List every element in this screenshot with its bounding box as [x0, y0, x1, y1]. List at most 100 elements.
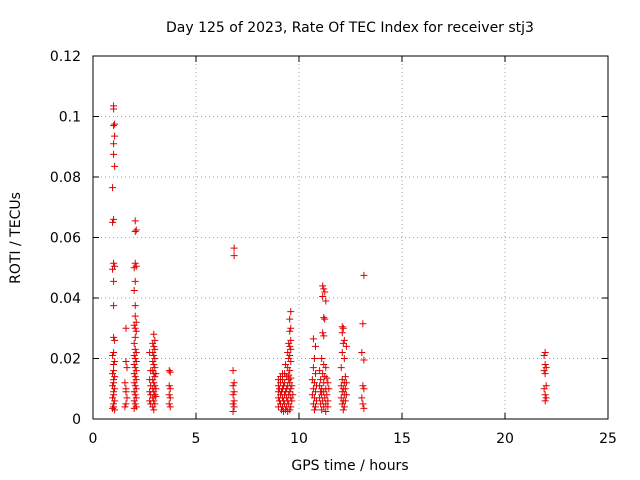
data-point	[287, 394, 295, 402]
data-point	[111, 162, 119, 170]
data-point	[130, 339, 138, 347]
data-point	[311, 342, 319, 350]
data-point	[131, 324, 139, 332]
data-point	[230, 388, 238, 396]
x-tick-label: 0	[89, 431, 98, 447]
data-point	[321, 315, 329, 323]
data-point	[149, 358, 157, 366]
data-point	[285, 339, 293, 347]
data-point	[342, 342, 350, 350]
data-point	[131, 302, 139, 310]
data-point	[110, 122, 118, 130]
data-point	[111, 336, 119, 344]
data-point	[319, 329, 327, 337]
data-point	[149, 339, 157, 347]
data-point	[360, 271, 368, 279]
data-point	[230, 252, 238, 260]
data-point	[150, 361, 158, 369]
data-point	[149, 403, 157, 411]
data-point	[149, 376, 157, 384]
data-point	[285, 376, 293, 384]
data-point	[121, 379, 129, 387]
data-point	[541, 370, 549, 378]
data-point	[309, 364, 317, 372]
data-point	[318, 406, 326, 414]
data-point	[123, 364, 131, 372]
data-point	[110, 140, 118, 148]
data-point	[111, 132, 119, 140]
data-point	[110, 348, 118, 356]
data-point	[358, 394, 366, 402]
x-tick-label: 10	[290, 431, 308, 447]
data-point	[166, 394, 174, 402]
data-point	[230, 397, 238, 405]
data-point	[339, 406, 347, 414]
data-point	[110, 259, 118, 267]
data-point	[122, 388, 130, 396]
axis-ticks: 0 5 10 15 20 25 0 0.02 0.04 0.06 0.08 0.1 0.12	[50, 49, 617, 447]
data-point	[131, 333, 139, 341]
y-axis-label: ROTI / TECUs	[8, 192, 24, 284]
data-point	[287, 385, 295, 393]
data-point	[324, 379, 332, 387]
data-point	[342, 379, 350, 387]
x-tick-label: 5	[192, 431, 201, 447]
data-point	[131, 259, 139, 267]
data-point	[313, 397, 321, 405]
data-point	[338, 348, 346, 356]
data-point	[319, 292, 327, 300]
data-point	[150, 379, 158, 387]
data-point	[286, 388, 294, 396]
data-point	[359, 382, 367, 390]
data-point	[230, 244, 238, 252]
y-tick-label: 0.12	[50, 49, 81, 65]
data-point	[310, 406, 318, 414]
data-point	[111, 120, 119, 128]
data-point	[132, 226, 140, 234]
data-point	[150, 406, 158, 414]
data-point	[339, 324, 347, 332]
data-point	[150, 342, 158, 350]
data-point	[541, 361, 549, 369]
data-point	[310, 355, 318, 362]
y-tick-label: 0.1	[59, 110, 81, 126]
data-point	[149, 348, 157, 356]
data-point	[320, 285, 328, 293]
data-point	[110, 302, 118, 310]
data-point	[166, 385, 174, 393]
data-point	[131, 391, 139, 399]
data-point	[359, 400, 367, 408]
data-point	[322, 364, 330, 372]
data-point	[316, 367, 324, 375]
data-point	[122, 400, 130, 408]
data-point	[287, 324, 295, 332]
data-point	[287, 308, 295, 316]
data-point	[165, 391, 173, 399]
data-point	[110, 379, 118, 387]
data-point	[110, 333, 118, 341]
data-point	[149, 367, 157, 375]
data-point	[131, 277, 139, 285]
data-point	[166, 403, 174, 411]
data-point	[311, 403, 319, 411]
data-point	[131, 364, 139, 372]
x-tick-label: 25	[599, 431, 617, 447]
data-point	[341, 385, 349, 393]
x-tick-label: 15	[393, 431, 411, 447]
data-point	[110, 215, 118, 223]
data-point	[325, 385, 333, 393]
data-point	[542, 394, 550, 402]
data-point	[286, 342, 294, 350]
data-point	[284, 407, 292, 415]
data-point	[320, 332, 328, 340]
data-point	[110, 367, 118, 375]
data-point	[109, 351, 117, 359]
data-point	[340, 336, 348, 344]
data-point	[165, 367, 173, 375]
data-point	[286, 367, 294, 375]
data-point	[165, 382, 173, 390]
data-point	[324, 403, 332, 411]
data-point	[110, 391, 118, 399]
data-point	[340, 403, 348, 411]
